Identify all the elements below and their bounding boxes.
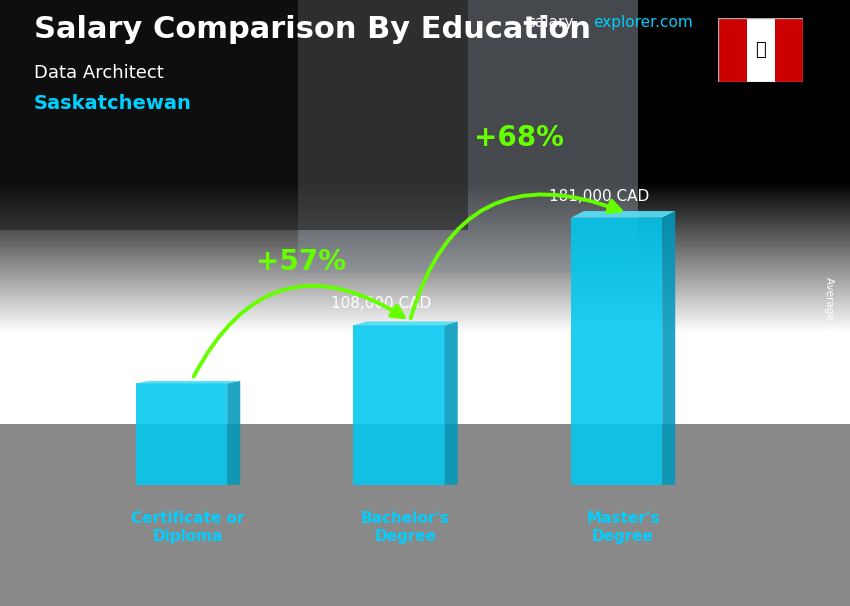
Text: +68%: +68% [473,124,564,152]
Text: explorer.com: explorer.com [593,15,693,30]
Polygon shape [775,18,803,82]
Text: Average Yearly Salary: Average Yearly Salary [824,277,834,390]
Polygon shape [571,218,662,485]
Text: Master's
Degree: Master's Degree [586,511,660,544]
Polygon shape [718,18,746,82]
Polygon shape [0,424,850,606]
Text: Data Architect: Data Architect [34,64,164,82]
Text: Salary Comparison By Education: Salary Comparison By Education [34,15,591,44]
Polygon shape [136,381,241,384]
Polygon shape [354,325,445,485]
Polygon shape [354,321,457,325]
Text: 🍁: 🍁 [756,41,766,59]
Polygon shape [571,211,675,218]
Text: +57%: +57% [256,248,346,276]
Text: 181,000 CAD: 181,000 CAD [549,190,649,204]
Polygon shape [298,0,638,273]
Polygon shape [662,211,675,485]
Text: 68,700 CAD: 68,700 CAD [119,354,209,368]
Polygon shape [746,18,775,82]
Polygon shape [445,321,457,485]
Text: salary: salary [527,15,574,30]
Text: 108,000 CAD: 108,000 CAD [332,296,432,311]
Text: Saskatchewan: Saskatchewan [34,94,192,113]
Text: Certificate or
Diploma: Certificate or Diploma [131,511,245,544]
Polygon shape [227,381,241,485]
Text: Bachelor's
Degree: Bachelor's Degree [361,511,450,544]
Polygon shape [0,0,468,230]
Polygon shape [136,384,227,485]
